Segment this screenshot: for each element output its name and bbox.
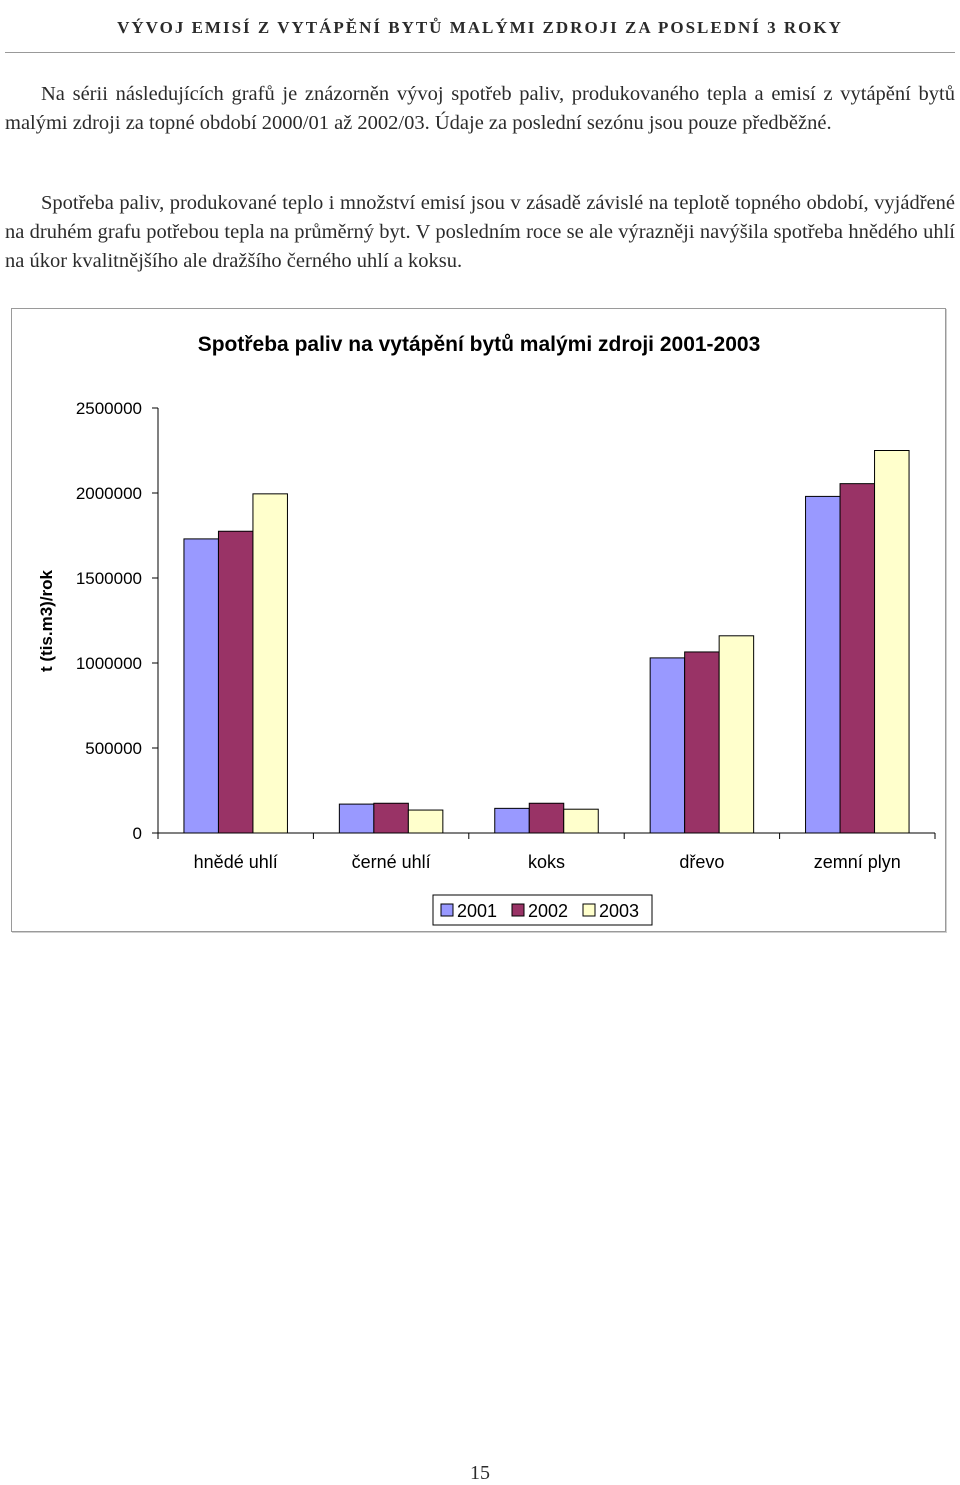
x-category-label: černé uhlí [352, 852, 431, 872]
bar-2002 [528, 802, 565, 834]
bar-2001 [338, 803, 375, 834]
header-title: VÝVOJ EMISÍ Z VYTÁPĚNÍ BYTŮ MALÝMI ZDROJ… [117, 18, 843, 37]
y-tick-label: 2500000 [76, 399, 142, 418]
bar-2003 [563, 808, 599, 834]
y-tick-label: 2000000 [76, 484, 142, 503]
legend-swatch-2002 [511, 903, 525, 917]
bar-2001 [494, 807, 530, 834]
y-tick-label: 1500000 [76, 569, 142, 588]
y-axis-label: t (tis.m3)/rok [37, 569, 56, 672]
y-tick-label: 500000 [85, 739, 142, 758]
bar-2001 [183, 538, 219, 834]
bar-2003 [718, 635, 755, 834]
chart-legend: 2001 2002 2003 [432, 894, 653, 926]
analysis-paragraph: Spotřeba paliv, produkované teplo i množ… [5, 192, 955, 272]
bar-2003 [252, 493, 288, 834]
x-category-label: zemní plyn [814, 852, 901, 872]
bar-2002 [373, 802, 409, 834]
chart-frame: Spotřeba paliv na vytápění bytů malými z… [11, 308, 946, 932]
chart-title: Spotřeba paliv na vytápění bytů malými z… [198, 333, 761, 356]
y-tick-label: 0 [133, 824, 142, 843]
legend-label-2003: 2003 [599, 901, 639, 921]
x-category-label: dřevo [679, 852, 724, 872]
header-divider [5, 52, 955, 53]
bar-2002 [217, 530, 254, 834]
legend-label-2001: 2001 [457, 901, 497, 921]
bar-2001 [649, 657, 686, 834]
x-category-label: koks [528, 852, 565, 872]
bar-2002 [839, 483, 876, 834]
bar-2003 [407, 809, 444, 834]
y-tick-label: 1000000 [76, 654, 142, 673]
intro-paragraph: Na sérii následujících grafů je znázorně… [5, 83, 955, 134]
bar-2003 [874, 450, 910, 834]
bar-2001 [805, 495, 841, 834]
x-category-label: hnědé uhlí [194, 852, 278, 872]
bar-2002 [684, 651, 720, 834]
plot-area: 0 500000 1000000 1500000 2000000 2500000 hnědé… [76, 399, 936, 872]
legend-label-2002: 2002 [528, 901, 568, 921]
page-number: 15 [470, 1462, 490, 1484]
legend-box [432, 894, 653, 926]
legend-swatch-2001 [440, 903, 454, 917]
fuel-consumption-chart: Spotřeba paliv na vytápění bytů malými z… [37, 333, 936, 926]
legend-swatch-2003 [582, 903, 596, 917]
